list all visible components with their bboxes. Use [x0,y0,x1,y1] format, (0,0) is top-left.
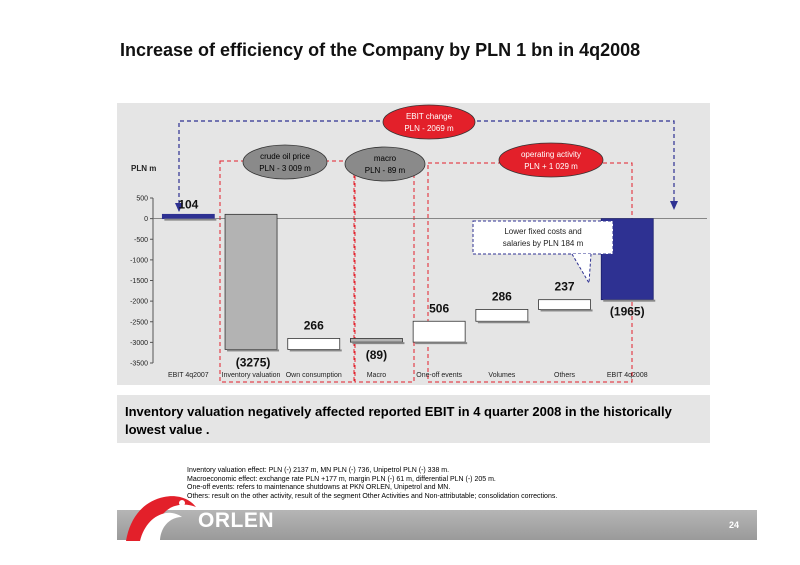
bar-shadow [415,342,468,345]
x-tick-label: EBIT 4q2007 [168,372,209,379]
data-label: 237 [555,280,575,294]
bar-shadow [227,349,280,352]
bar [287,338,341,350]
bubble-line: PLN - 89 m [365,166,406,175]
bubble-shape [344,146,426,182]
x-tick-label: Volumes [488,372,515,379]
page-number: 24 [728,520,739,530]
x-tick-label: Macro [367,372,387,379]
bar [412,320,466,343]
footnote: One-off events: refers to maintenance sh… [187,484,451,491]
y-tick-label: -1000 [130,257,148,264]
note-text: Inventory valuation negatively affected … [125,404,672,437]
bubble-shape [242,144,328,180]
y-tick-label: -500 [134,237,148,244]
bar-shadow [540,309,593,312]
data-label: 286 [492,289,512,303]
bubble-line: crude oil price [260,152,310,161]
bar-shadow [289,349,342,352]
callout-box [472,220,614,255]
logo-text: ORLEN [198,509,274,532]
fixed-costs-callout: Lower fixed costs and salaries by PLN 184… [472,220,614,285]
y-tick-label: -1500 [130,278,148,285]
bubble-shape [498,142,604,178]
bubble-line: PLN - 2069 m [404,124,454,133]
y-tick-label: -2500 [130,319,148,326]
data-label: 266 [304,318,324,332]
bubble-line: EBIT change [406,112,453,121]
bar-shadow [164,218,217,221]
footnotes: Inventory valuation effect: PLN (-) 2137… [187,467,557,501]
bubble-line: operating activity [521,150,581,159]
arrow-down-icon [670,201,678,210]
y-tick-label: 0 [144,216,148,223]
ebit-change-bubble: EBIT change PLN - 2069 m [382,104,476,140]
page-title: Increase of efficiency of the Company by… [120,40,641,60]
y-tick-label: -3500 [130,361,148,368]
footnote: Macroeconomic effect: exchange rate PLN … [187,475,496,483]
data-label: (1965) [610,305,645,319]
bubble-line: PLN - 3 009 m [259,164,311,173]
footnote: Others: result on the other activity, re… [187,492,558,500]
ebit-change-connector-right [477,120,675,207]
bubble-shape [382,104,476,140]
bar [224,213,278,350]
bubble-line: PLN + 1 029 m [524,162,578,171]
waterfall-chart: 500 0 -500 -1000 -1500 -2000 -2500 -3000 -3500 PL… [130,104,707,383]
bar-shadow [477,321,530,324]
bar [161,213,215,220]
eagle-logo-icon [126,496,196,541]
crude-bubble: crude oil price PLN - 3 009 m [242,144,328,180]
x-tick-label: One-off events [416,372,462,379]
bar [350,338,403,343]
chart-panel: 500 0 -500 -1000 -1500 -2000 -2500 -3000 -3500 PL… [117,103,710,385]
y-axis-label: PLN m [131,164,156,173]
callout-line: Lower fixed costs and [504,227,581,236]
y-tick-label: -3000 [130,340,148,347]
x-tick-label: Others [554,372,576,379]
data-label: (89) [366,348,387,362]
operating-bubble: operating activity PLN + 1 029 m [498,142,604,178]
ebit-change-connector-left [178,120,385,211]
x-tick-label: Inventory valuation [222,372,281,379]
data-label: 506 [429,301,449,315]
arrow-down-icon [175,203,183,212]
footer-bar: 24 [117,510,757,540]
x-tick-label: Own consumption [286,372,342,379]
y-tick-label: -2000 [130,299,148,306]
note-box: Inventory valuation negatively affected … [117,395,710,443]
footnote: Inventory valuation effect: PLN (-) 2137… [187,467,450,474]
callout-pointer [571,253,592,285]
orlen-logo: ORLEN [120,487,300,543]
bubble-line: macro [374,154,397,163]
macro-bubble: macro PLN - 89 m [344,146,426,182]
bar-shadow [603,299,656,302]
callout-line: salaries by PLN 184 m [503,239,584,248]
bar [538,299,591,310]
bar-shadow [352,342,405,345]
data-label: 104 [178,197,198,211]
x-tick-label: EBIT 4q2008 [607,372,648,379]
bar [475,309,529,322]
data-label: (3275) [236,355,271,369]
y-tick-label: 500 [136,196,148,203]
